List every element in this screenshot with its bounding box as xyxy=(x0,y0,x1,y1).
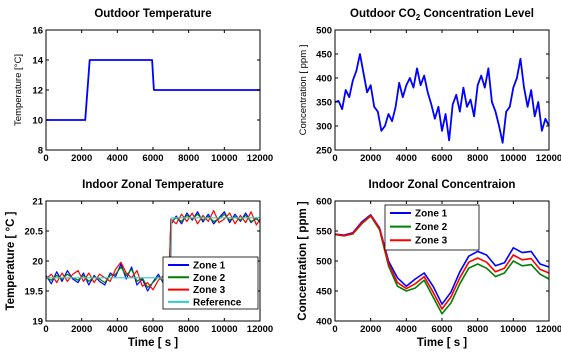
chart-panel-3: 0 2000 4000 6000 8000 10000 12000 19 19.5 20 20.5 2… xyxy=(5,179,273,349)
chart-title: Indoor Zonal Concentraion xyxy=(369,179,516,191)
x-tick-label: 6000 xyxy=(142,153,163,164)
legend-label: Zone 3 xyxy=(193,285,226,296)
chart-title: Outdoor CO2 Concentration Level xyxy=(350,8,534,22)
y-tick-label: 20.5 xyxy=(25,227,44,238)
x-tick-label: 12000 xyxy=(247,153,273,164)
x-tick-label: 4000 xyxy=(107,153,128,164)
series-line-zone-2 xyxy=(45,213,261,288)
y-axis-label: Concentration [ ppm ] xyxy=(297,201,309,321)
legend-label: Zone 1 xyxy=(193,261,226,272)
chart-title: Indoor Zonal Temperature xyxy=(82,179,224,191)
y-tick-label: 14 xyxy=(32,56,43,67)
series-line-1 xyxy=(46,59,260,121)
x-tick-label: 0 xyxy=(332,324,337,335)
series-line-1 xyxy=(334,53,550,144)
y-tick-label: 450 xyxy=(316,287,332,298)
chart-title: Outdoor Temperature xyxy=(94,8,211,20)
x-tick-label: 6000 xyxy=(142,324,163,335)
y-tick-label: 400 xyxy=(316,317,332,328)
x-tick-label: 10000 xyxy=(211,153,237,164)
y-tick-label: 21 xyxy=(32,197,43,208)
series-line-reference xyxy=(46,217,260,279)
x-tick-label: 2000 xyxy=(71,324,92,335)
y-tick-label: 250 xyxy=(316,146,332,157)
y-tick-label: 12 xyxy=(32,86,43,97)
y-tick-label: 450 xyxy=(316,50,332,61)
y-tick-label: 600 xyxy=(316,197,332,208)
x-tick-label: 10000 xyxy=(500,324,526,335)
x-tick-label: 2000 xyxy=(71,153,92,164)
x-tick-label: 8000 xyxy=(467,324,488,335)
y-tick-label: 19 xyxy=(32,317,43,328)
x-tick-label: 6000 xyxy=(431,324,452,335)
x-tick-label: 4000 xyxy=(107,324,128,335)
x-tick-label: 12000 xyxy=(247,324,273,335)
legend-label: Zone 1 xyxy=(415,209,448,220)
x-tick-label: 12000 xyxy=(536,153,561,164)
chart-panel-1: 0 2000 4000 6000 8000 10000 12000 8 10 12 14 16 Outd… xyxy=(13,8,273,164)
chart-panel-2: 0 2000 4000 6000 8000 10000 12000 250 300 350 400 4… xyxy=(298,8,561,164)
x-tick-label: 2000 xyxy=(360,153,381,164)
y-tick-label: 19.5 xyxy=(25,287,44,298)
x-tick-label: 6000 xyxy=(431,153,452,164)
y-axis-label: Temperature [°C] xyxy=(13,54,24,126)
y-tick-label: 550 xyxy=(316,227,332,238)
x-tick-label: 0 xyxy=(43,324,48,335)
x-axis-label: Time [ s ] xyxy=(417,337,467,349)
y-axis-label: Concentration [ ppm ] xyxy=(298,45,309,136)
y-tick-label: 400 xyxy=(316,74,332,85)
x-tick-label: 12000 xyxy=(536,324,561,335)
y-tick-label: 10 xyxy=(32,116,43,127)
y-tick-label: 20 xyxy=(32,257,43,268)
x-tick-label: 8000 xyxy=(178,153,199,164)
series-line-zone-3 xyxy=(334,214,550,310)
y-tick-label: 500 xyxy=(316,26,332,37)
legend-label: Zone 2 xyxy=(193,273,226,284)
x-tick-label: 0 xyxy=(43,153,48,164)
x-tick-label: 2000 xyxy=(360,324,381,335)
legend: Zone 1 Zone 2 Zone 3 xyxy=(384,204,480,251)
x-tick-label: 10000 xyxy=(500,153,526,164)
x-tick-label: 4000 xyxy=(396,324,417,335)
x-axis-label: Time [ s ] xyxy=(128,337,178,349)
chart-panel-4: 0 2000 4000 6000 8000 10000 12000 400 450 500 550 6… xyxy=(297,179,561,349)
y-axis-label: Temperature [ °C ] xyxy=(5,211,17,310)
y-tick-label: 300 xyxy=(316,122,332,133)
y-tick-label: 350 xyxy=(316,98,332,109)
x-tick-label: 4000 xyxy=(396,153,417,164)
x-tick-label: 8000 xyxy=(467,153,488,164)
y-tick-label: 16 xyxy=(32,26,43,37)
x-tick-label: 8000 xyxy=(178,324,199,335)
y-tick-label: 8 xyxy=(38,146,43,157)
y-tick-label: 500 xyxy=(316,257,332,268)
legend-label: Zone 3 xyxy=(415,236,448,247)
legend-label: Reference xyxy=(193,297,242,308)
legend-label: Zone 2 xyxy=(415,222,448,233)
x-tick-label: 10000 xyxy=(211,324,237,335)
x-tick-label: 0 xyxy=(332,153,337,164)
